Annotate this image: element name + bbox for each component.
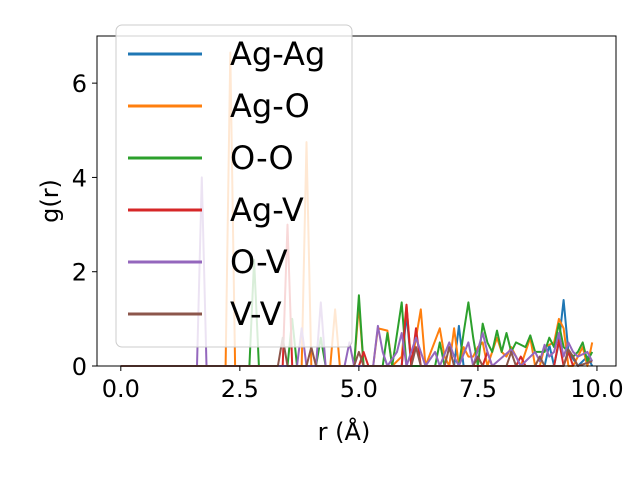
y-axis-ticks: 0 2 4 6 <box>72 70 97 381</box>
x-tick-label: 2.5 <box>221 375 259 403</box>
legend-label-ag-o: Ag-O <box>230 87 310 125</box>
x-tick-label: 7.5 <box>459 375 497 403</box>
legend-label-v-v: V-V <box>230 295 282 333</box>
x-tick-label: 0.0 <box>102 375 140 403</box>
legend-label-ag-ag: Ag-Ag <box>230 35 325 73</box>
y-axis-label: g(r) <box>36 179 64 223</box>
plot-frame <box>96 35 617 367</box>
x-axis-label: r (Å) <box>318 417 371 446</box>
legend-label-o-o: O-O <box>230 139 294 177</box>
x-tick-label: 5.0 <box>340 375 378 403</box>
x-tick-label: 10.0 <box>570 375 623 403</box>
y-tick-label: 6 <box>72 70 87 98</box>
y-tick-label: 4 <box>72 164 87 192</box>
y-tick-label: 2 <box>72 259 87 287</box>
y-tick-label: 0 <box>72 353 87 381</box>
x-axis-ticks: 0.0 2.5 5.0 7.5 10.0 <box>102 366 624 403</box>
legend-label-ag-v: Ag-V <box>230 191 304 229</box>
legend: Ag-Ag Ag-O O-O Ag-V O-V V-V <box>115 24 353 348</box>
legend-label-o-v: O-V <box>230 243 288 281</box>
